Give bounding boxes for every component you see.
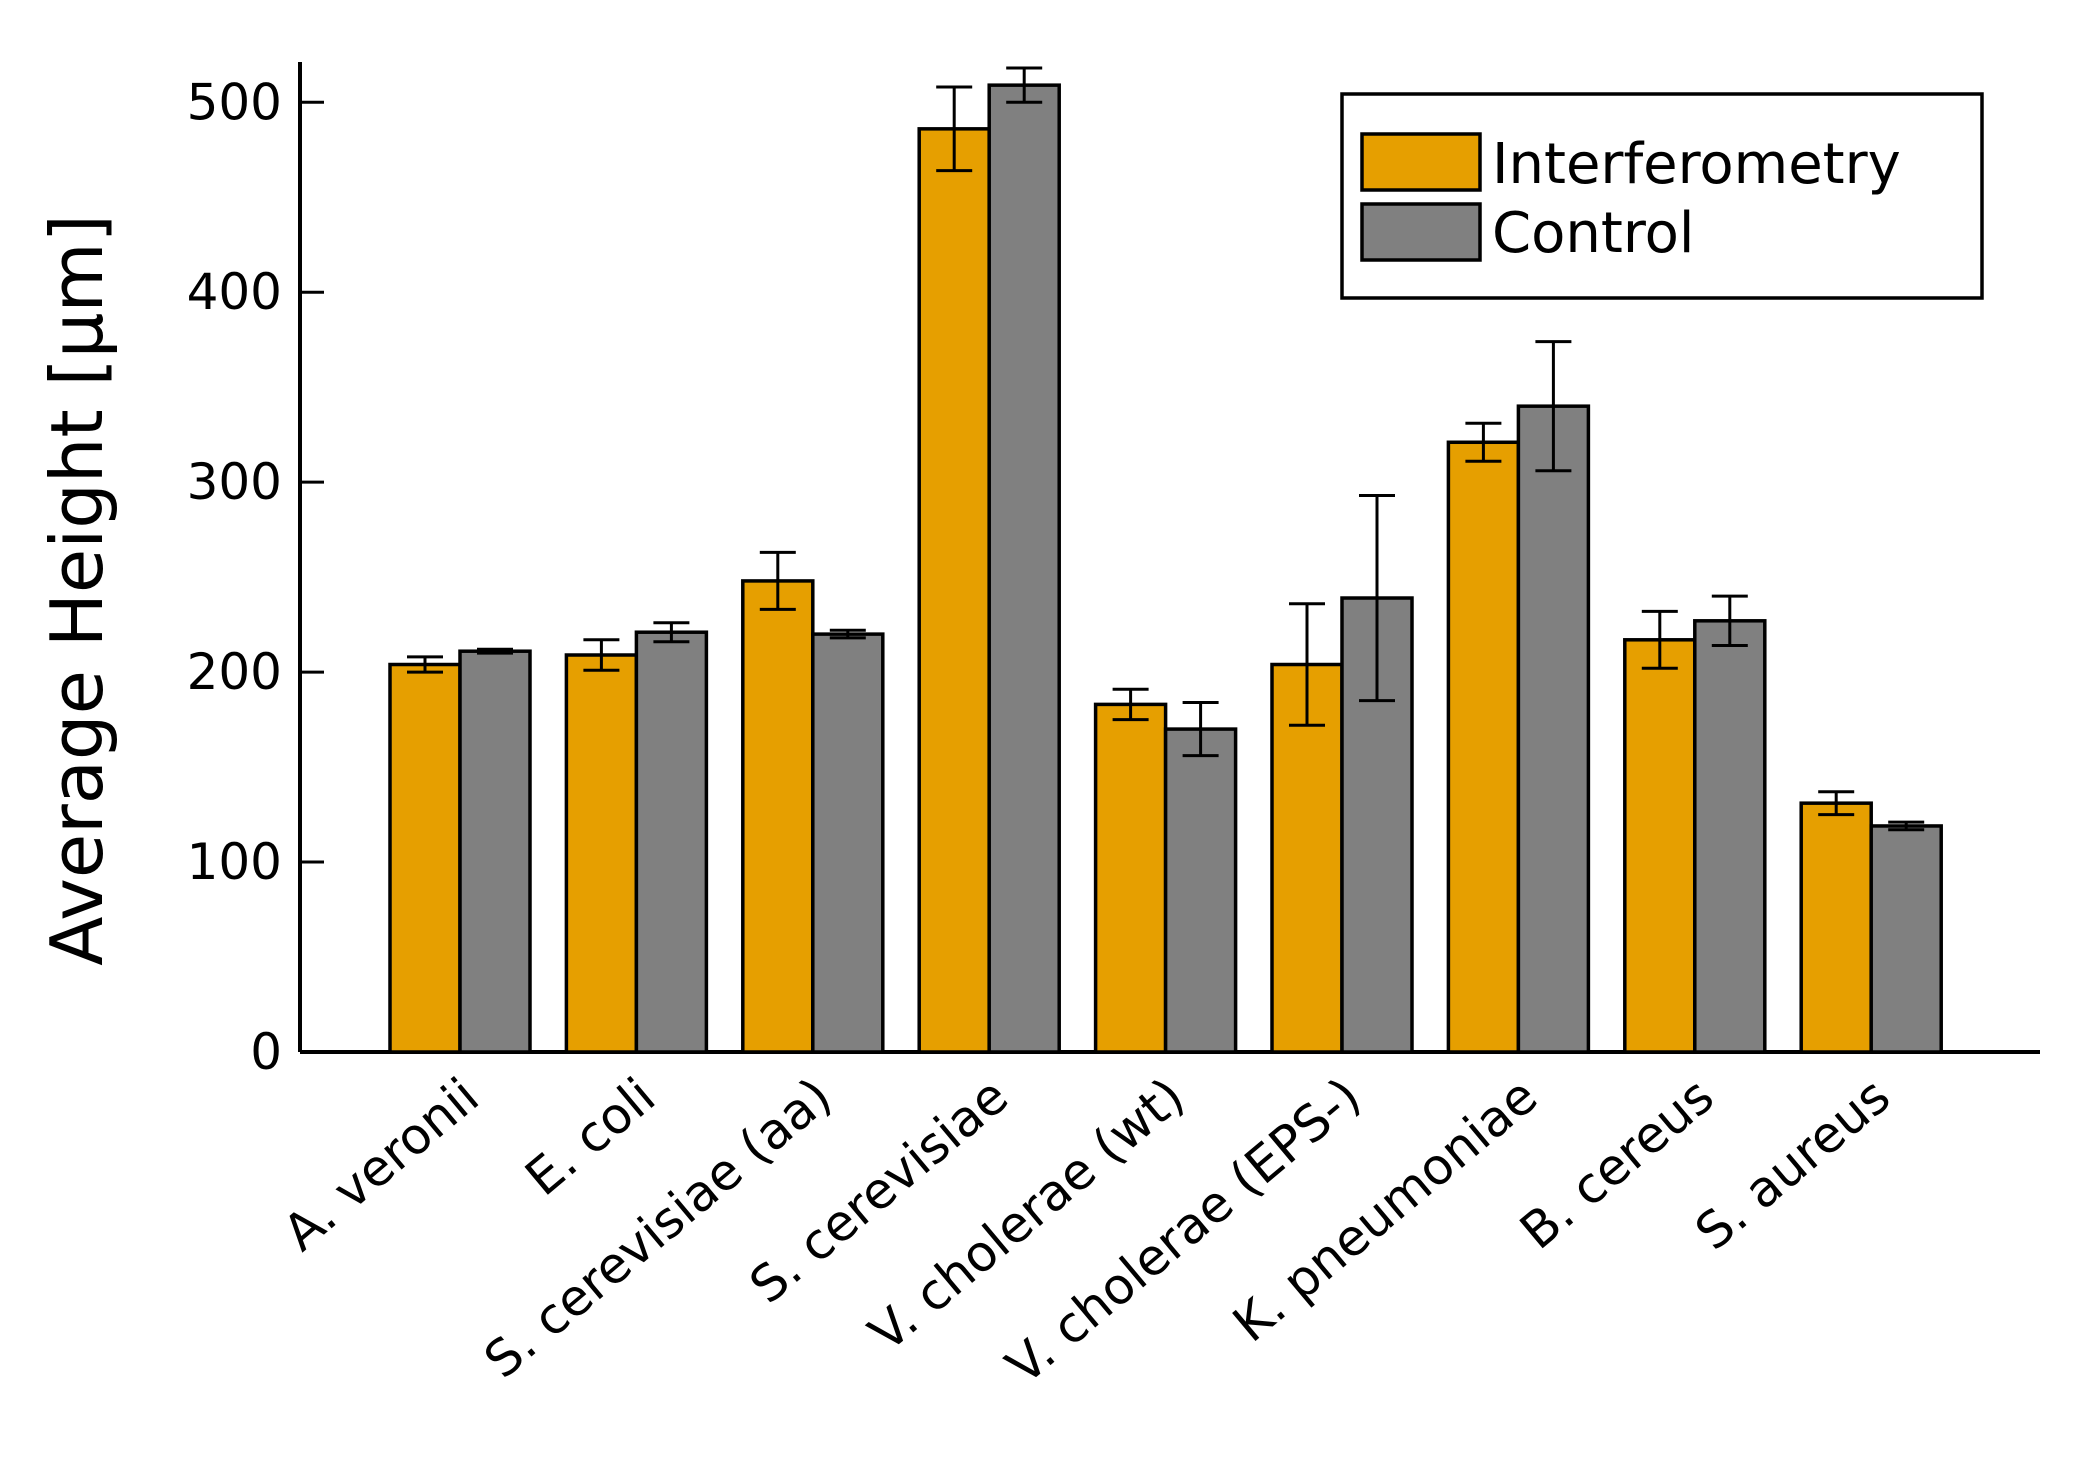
bar-interferometry-s-cerevisiae bbox=[917, 127, 991, 1054]
legend-swatch-interferometry bbox=[1360, 132, 1482, 192]
error-bar-control-s-cerevisiae bbox=[1006, 66, 1043, 104]
bar-control-s-cerevisiae-aa bbox=[811, 632, 885, 1054]
x-tick-label-b-cereus: B. cereus bbox=[1509, 1067, 1724, 1261]
error-bar-control-v-cholerae-wt bbox=[1182, 700, 1219, 758]
error-bar-control-b-cereus bbox=[1711, 594, 1748, 648]
y-tick-label-0: 0 bbox=[250, 1023, 282, 1081]
bar-interferometry-v-cholerae-wt bbox=[1093, 702, 1168, 1054]
bar-control-s-cerevisiae bbox=[987, 83, 1061, 1054]
error-bar-control-s-aureus bbox=[1888, 820, 1925, 832]
x-tick-label-v-cholerae-wt: V. cholerae (wt) bbox=[858, 1067, 1195, 1363]
y-tick-label-400: 400 bbox=[187, 263, 282, 321]
error-bar-control-e-coli bbox=[653, 621, 690, 644]
legend-frame bbox=[1340, 92, 1984, 300]
error-bars bbox=[407, 66, 1925, 832]
error-bar-control-s-cerevisiae-aa bbox=[829, 628, 866, 640]
bar-interferometry-s-aureus bbox=[1799, 801, 1873, 1054]
x-tick-label-k-pneumoniae: K. pneumoniae bbox=[1222, 1067, 1548, 1354]
error-bar-interferometry-v-cholerae-wt bbox=[1112, 687, 1149, 722]
bar-control-a-veronii bbox=[458, 649, 532, 1054]
error-bar-interferometry-s-cerevisiae-aa bbox=[759, 550, 796, 611]
error-bar-control-k-pneumoniae bbox=[1535, 340, 1572, 473]
legend-swatch-control bbox=[1360, 202, 1482, 262]
error-bar-interferometry-e-coli bbox=[583, 638, 620, 672]
bar-interferometry-e-coli bbox=[564, 653, 639, 1054]
bar-control-v-cholerae-wt bbox=[1163, 727, 1238, 1054]
bar-interferometry-k-pneumoniae bbox=[1446, 440, 1521, 1054]
error-bar-interferometry-s-cerevisiae bbox=[936, 85, 973, 173]
x-tick-label-a-veronii: A. veronii bbox=[272, 1067, 489, 1262]
x-tick-label-s-aureus: S. aureus bbox=[1685, 1067, 1901, 1262]
bar-interferometry-v-cholerae-eps bbox=[1270, 662, 1344, 1054]
y-ticks: 0 100 200 300 400 500 bbox=[187, 73, 324, 1081]
error-bar-control-a-veronii bbox=[477, 647, 513, 655]
y-tick-label-100: 100 bbox=[187, 833, 282, 891]
y-tick-label-200: 200 bbox=[187, 643, 282, 701]
error-bar-interferometry-b-cereus bbox=[1641, 609, 1678, 670]
legend-label-interferometry: Interferometry bbox=[1492, 132, 1901, 197]
legend-label-control: Control bbox=[1492, 201, 1694, 266]
error-bar-interferometry-v-cholerae-eps bbox=[1289, 602, 1325, 727]
bar-control-b-cereus bbox=[1693, 619, 1767, 1054]
bar-interferometry-b-cereus bbox=[1623, 638, 1697, 1054]
x-tick-label-e-coli: E. coli bbox=[514, 1067, 666, 1207]
y-tick-label-500: 500 bbox=[187, 73, 282, 131]
y-axis-title: Average Height [µm] bbox=[35, 214, 119, 966]
bar-interferometry-s-cerevisiae-aa bbox=[741, 579, 815, 1054]
y-tick-label-300: 300 bbox=[187, 453, 282, 511]
bar-interferometry-a-veronii bbox=[388, 662, 462, 1054]
bar-control-e-coli bbox=[634, 630, 709, 1054]
error-bar-interferometry-a-veronii bbox=[407, 655, 443, 674]
legend: Interferometry Control bbox=[1340, 92, 1984, 300]
error-bar-interferometry-k-pneumoniae bbox=[1465, 421, 1502, 463]
bar-control-s-aureus bbox=[1869, 824, 1943, 1054]
error-bar-interferometry-s-aureus bbox=[1818, 790, 1855, 817]
bar-control-k-pneumoniae bbox=[1516, 404, 1591, 1054]
error-bar-control-v-cholerae-eps bbox=[1359, 493, 1395, 703]
bars bbox=[388, 83, 1943, 1054]
